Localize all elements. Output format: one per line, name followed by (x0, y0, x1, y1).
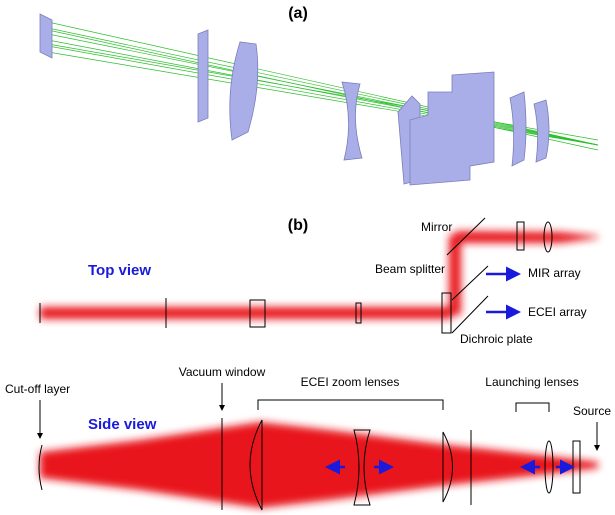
label: Cut-off layer (5, 382, 70, 396)
label: Mirror (421, 220, 452, 234)
beam (40, 422, 598, 508)
label: ECEI zoom lenses (301, 375, 400, 389)
label: ECEI array (528, 305, 587, 319)
label: MIR array (528, 266, 581, 280)
label: Source (573, 404, 611, 418)
view-title: Top view (88, 262, 151, 279)
label: Launching lenses (485, 375, 578, 389)
optics-3d (40, 14, 549, 185)
view-title: Side view (88, 416, 157, 433)
label: Beam splitter (375, 262, 445, 276)
panel-label: (a) (288, 5, 308, 22)
label: Dichroic plate (460, 332, 533, 346)
label: Vacuum window (179, 365, 266, 379)
panel-label: (b) (288, 217, 308, 234)
diagram: (a) (b) Top view Mirror Beam splitter (0, 0, 615, 515)
